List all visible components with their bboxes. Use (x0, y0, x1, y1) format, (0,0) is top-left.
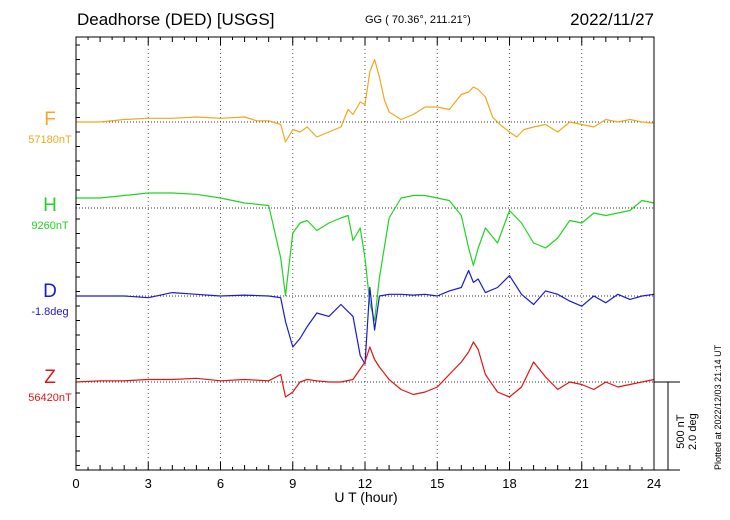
component-letter: D (43, 281, 57, 302)
grid-layer (76, 37, 654, 470)
component-letter: F (44, 109, 56, 130)
component-letter: Z (44, 367, 56, 388)
x-tick-label: 21 (575, 476, 589, 491)
component-baseline: 56420nT (28, 392, 72, 404)
geographic-coordinates: GG ( 70.36°, 211.21°) (365, 14, 471, 26)
series-D (76, 269, 655, 365)
plot-date: 2022/11/27 (570, 10, 654, 29)
series-H (76, 192, 655, 322)
scale-deg: 2.0 deg (687, 413, 699, 450)
component-Z-label: Z 56420nT (15, 368, 85, 405)
scale-nt: 500 nT (675, 414, 687, 449)
x-tick-label: 12 (358, 476, 372, 491)
series-layer (75, 58, 655, 398)
scale-label: 500 nT 2.0 deg (675, 413, 699, 450)
axis-layer: 0 3 6 9 12 15 18 21 24 (72, 36, 680, 491)
x-tick-label: 6 (217, 476, 224, 491)
component-baseline: 57180nT (28, 134, 72, 146)
x-tick-label: 18 (502, 476, 516, 491)
x-tick-label: 3 (145, 476, 152, 491)
plotted-at-note: Plotted at 2022/12/03 21:14 UT (713, 344, 723, 470)
x-axis-label: U T (hour) (334, 489, 397, 505)
component-baseline: -1.8deg (31, 306, 69, 318)
series-F (76, 58, 655, 143)
component-letter: H (43, 195, 57, 216)
x-tick-label: 24 (647, 476, 661, 491)
series-Z (75, 341, 655, 398)
x-tick-label: 9 (289, 476, 296, 491)
component-D-label: D -1.8deg (15, 282, 85, 319)
component-H-label: H 9260nT (15, 196, 85, 233)
component-F-label: F 57180nT (15, 110, 85, 147)
x-tick-label: 15 (430, 476, 444, 491)
station-title: Deadhorse (DED) [USGS] (77, 10, 275, 29)
x-tick-label: 0 (72, 476, 79, 491)
component-baseline: 9260nT (31, 220, 69, 232)
